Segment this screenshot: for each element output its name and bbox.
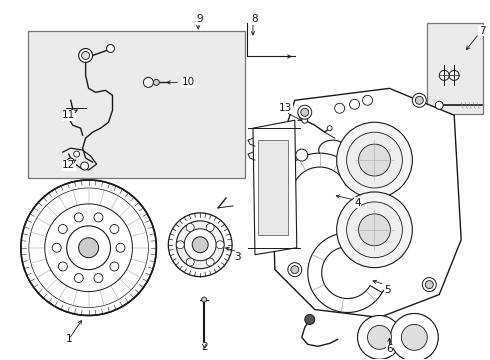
Circle shape <box>302 117 308 123</box>
Text: 9: 9 <box>197 14 203 24</box>
Circle shape <box>82 51 90 59</box>
Circle shape <box>359 144 391 176</box>
Text: 7: 7 <box>479 26 486 36</box>
Circle shape <box>176 241 184 249</box>
Circle shape <box>346 132 402 188</box>
Text: 5: 5 <box>384 284 391 294</box>
Text: 10: 10 <box>182 77 195 87</box>
Circle shape <box>110 262 119 271</box>
Circle shape <box>192 237 208 253</box>
Text: 13: 13 <box>279 103 293 113</box>
Circle shape <box>358 315 401 359</box>
Circle shape <box>94 213 103 222</box>
Circle shape <box>425 280 433 289</box>
Circle shape <box>184 229 216 261</box>
Circle shape <box>337 192 413 268</box>
Circle shape <box>202 297 207 302</box>
Text: 11: 11 <box>62 110 75 120</box>
Circle shape <box>216 241 224 249</box>
Text: 3: 3 <box>234 252 240 262</box>
Text: 1: 1 <box>65 334 72 345</box>
Circle shape <box>349 99 360 109</box>
Circle shape <box>449 71 459 80</box>
Circle shape <box>45 204 132 292</box>
Circle shape <box>206 224 214 231</box>
Text: 2: 2 <box>201 342 207 352</box>
Circle shape <box>391 314 438 360</box>
Circle shape <box>58 225 67 234</box>
Circle shape <box>67 158 74 166</box>
Circle shape <box>110 225 119 234</box>
Circle shape <box>413 93 426 107</box>
Polygon shape <box>280 153 359 185</box>
Circle shape <box>58 262 67 271</box>
Circle shape <box>335 103 344 113</box>
Circle shape <box>106 45 115 53</box>
Circle shape <box>301 108 309 116</box>
Bar <box>427 23 483 114</box>
Circle shape <box>439 71 449 80</box>
Circle shape <box>368 325 392 349</box>
Circle shape <box>74 213 83 222</box>
Circle shape <box>435 101 443 109</box>
Circle shape <box>298 105 312 119</box>
Circle shape <box>52 243 61 252</box>
Circle shape <box>153 80 159 85</box>
Circle shape <box>116 243 125 252</box>
Bar <box>258 140 288 235</box>
Circle shape <box>21 180 156 315</box>
Circle shape <box>186 224 194 231</box>
Text: 4: 4 <box>354 198 361 208</box>
Circle shape <box>327 126 332 131</box>
Circle shape <box>291 266 299 274</box>
Text: 8: 8 <box>252 14 258 24</box>
Circle shape <box>206 258 214 266</box>
Circle shape <box>346 202 402 258</box>
Circle shape <box>288 263 302 276</box>
Circle shape <box>168 213 232 276</box>
Circle shape <box>337 122 413 198</box>
Polygon shape <box>272 88 461 318</box>
Circle shape <box>401 324 427 350</box>
Circle shape <box>186 258 194 266</box>
Polygon shape <box>253 120 297 255</box>
Circle shape <box>74 151 80 157</box>
Circle shape <box>81 162 89 170</box>
Circle shape <box>363 95 372 105</box>
Circle shape <box>416 96 423 104</box>
Text: 12: 12 <box>62 160 75 170</box>
Circle shape <box>94 274 103 283</box>
Circle shape <box>74 274 83 283</box>
Circle shape <box>359 214 391 246</box>
Circle shape <box>67 226 111 270</box>
Text: 6: 6 <box>386 345 393 354</box>
Circle shape <box>78 49 93 62</box>
Circle shape <box>78 238 98 258</box>
Circle shape <box>176 221 224 269</box>
Circle shape <box>144 77 153 87</box>
Circle shape <box>305 315 315 324</box>
Bar <box>28 31 245 178</box>
Circle shape <box>422 278 436 292</box>
Polygon shape <box>308 233 382 312</box>
Circle shape <box>296 149 308 161</box>
